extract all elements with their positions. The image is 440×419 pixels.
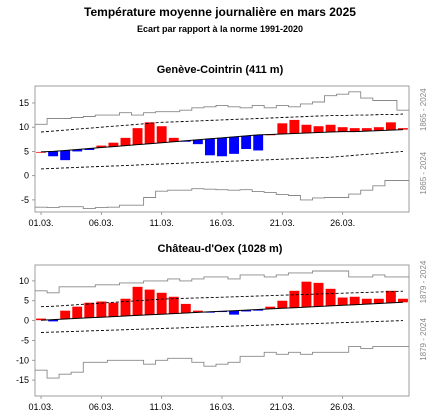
panel-0-day-bar [204, 138, 215, 156]
panel-1-day-bar [156, 292, 167, 315]
panel-0-norm-lower-line [40, 150, 404, 170]
panel-0-x-tick-label: 01.03. [29, 218, 54, 228]
panel-1-day-bar [120, 298, 131, 317]
panel-1-day-bar [108, 302, 119, 317]
panel-0-day-bar [48, 151, 59, 157]
panel-1-day-bar [180, 303, 191, 314]
panel-title-geneve: Genève-Cointrin (411 m) [156, 64, 284, 76]
panel-1-day-bar [60, 310, 71, 319]
panel-1-day-bar [325, 288, 336, 306]
panel-0-period-label-lower: 1865 - 2024 [419, 151, 428, 194]
panel-0-day-bar [313, 126, 324, 133]
panel-0-day-bar [349, 128, 360, 132]
panel-0-day-bar [108, 142, 119, 147]
panel-0-y-tick-label: 0 [24, 171, 29, 181]
panel-0-day-bar [241, 135, 252, 149]
panel-0-day-bar [217, 137, 227, 157]
panel-1-day-bar [229, 310, 240, 315]
panel-0-y-tick-label: 15 [19, 98, 29, 108]
panel-1-day-bar [253, 309, 264, 311]
panel-1-day-bar [313, 282, 324, 307]
panel-1-y-tick-label: -15 [16, 375, 29, 385]
panel-0-x-tick-label: 06.03. [89, 218, 114, 228]
panel-1-day-bar [373, 298, 384, 304]
panel-0-day-bar [120, 137, 131, 146]
panel-1-x-tick-label: 01.03. [29, 402, 54, 412]
panel-1-day-bar [72, 306, 83, 319]
panel-1-norm-upper-line [40, 290, 404, 308]
panel-1-day-bar [337, 297, 348, 306]
panel-0-y-tick-label: -5 [21, 195, 29, 205]
panel-0-day-bar [289, 119, 300, 134]
panel-0-day-bar [60, 150, 71, 161]
panel-1-day-bar [361, 298, 372, 305]
panel-0-x-tick-label: 16.03. [209, 218, 234, 228]
panel-0-day-bar [337, 127, 348, 132]
panel-1-record-max-line [35, 270, 409, 294]
panel-0-record-max-line [35, 91, 409, 125]
panel-title-chateau-doex: Château-d'Oex (1028 m) [157, 243, 283, 255]
panel-1-norm-lower-line [40, 320, 404, 333]
panel-0-day-bar [398, 128, 408, 130]
panel-1-day-bar [168, 296, 179, 314]
panel-1-day-bar [265, 306, 276, 309]
chart-subtitle: Ecart par rapport à la norme 1991-2020 [136, 24, 304, 34]
panel-1-day-bar [385, 290, 396, 303]
panel-0-norm-upper-line [40, 113, 404, 133]
panel-1-y-tick-label: 0 [24, 316, 29, 326]
panel-0-day-bar [132, 128, 143, 145]
panel-1-norm-line [40, 301, 404, 321]
panel-0-day-bar [72, 149, 83, 152]
panel-1-y-tick-label: 5 [24, 296, 29, 306]
panel-1-day-bar [36, 318, 46, 321]
panel-1-day-bar [289, 290, 300, 308]
panel-0-day-bar [301, 124, 312, 134]
panel-0-day-bar [373, 127, 384, 131]
panel-0-day-bar [96, 145, 107, 148]
panel-0-day-bar [168, 137, 179, 142]
panel-0-day-bar [361, 128, 372, 132]
panel-1-day-bar [144, 289, 155, 315]
panel-1-y-tick-label: 10 [19, 276, 29, 286]
panel-1-x-tick-label: 11.03. [149, 402, 173, 412]
panel-0-x-tick-label: 21.03. [270, 218, 295, 228]
panel-1-period-label-lower: 1879 - 2024 [419, 318, 428, 361]
panel-1-x-tick-label: 26.03. [330, 402, 355, 412]
panel-0-day-bar [192, 139, 203, 145]
panel-1-y-tick-label: -10 [16, 355, 29, 365]
panel-0-x-tick-label: 26.03. [330, 218, 355, 228]
panel-0-day-bar [385, 122, 396, 131]
panel-1-record-min-line [35, 345, 409, 379]
panel-0-day-bar [229, 136, 240, 154]
panel-0-day-bar [253, 134, 264, 151]
panel-0-record-min-line [35, 180, 409, 210]
panel-0-day-bar [84, 148, 95, 150]
panel-0-day-bar [156, 126, 167, 143]
panel-1-day-bar [277, 300, 288, 309]
panel-1-day-bar [349, 296, 360, 305]
panel-1-x-tick-label: 16.03. [209, 402, 234, 412]
panel-0-day-bar [277, 123, 288, 134]
panel-1-day-bar [96, 301, 107, 318]
panel-1-x-tick-label: 21.03. [270, 402, 295, 412]
panel-1-day-bar [241, 310, 252, 312]
panel-1-day-bar [398, 298, 408, 303]
panel-0-y-tick-label: 10 [19, 122, 29, 132]
panel-1-period-label-upper: 1879 - 2024 [419, 260, 428, 303]
panel-0-norm-line [40, 129, 404, 153]
panel-0-period-label-upper: 1865 - 2024 [419, 88, 428, 131]
panel-0-x-tick-label: 11.03. [149, 218, 173, 228]
chart-title: Température moyenne journalière en mars … [84, 5, 356, 19]
panel-1-day-bar [192, 310, 203, 313]
panel-1-day-bar [84, 302, 95, 318]
panel-0-day-bar [325, 124, 336, 133]
panel-1-x-tick-label: 06.03. [89, 402, 114, 412]
panel-1-day-bar [48, 319, 59, 322]
panel-0-day-bar [144, 122, 155, 144]
panel-1-y-tick-label: -5 [21, 335, 29, 345]
panel-0-y-tick-label: 5 [24, 146, 29, 156]
